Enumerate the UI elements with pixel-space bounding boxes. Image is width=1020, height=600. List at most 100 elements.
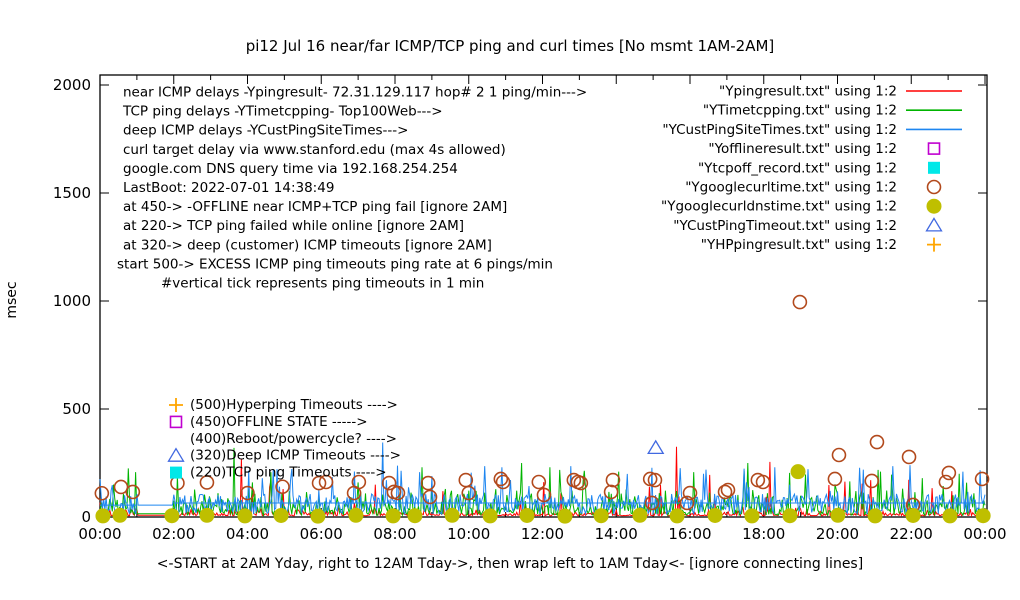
scatter-point-Ygooglecurltime.txt [536, 487, 552, 503]
legend-marker-open-circle [926, 179, 942, 195]
x-tick-label: 06:00 [300, 525, 343, 543]
scatter-point-Ygooglecurltime.txt [573, 475, 589, 491]
scatter-point-Ygooglecurldnstime.txt [905, 507, 921, 523]
info-line: start 500-> EXCESS ICMP ping timeouts pi… [117, 256, 553, 272]
scatter-point-Ygooglecurldnstime.txt [830, 507, 846, 523]
y-tick-label: 0 [81, 508, 91, 526]
y-tick-label: 500 [62, 400, 91, 418]
scatter-point-Ygooglecurltime.txt [755, 474, 771, 490]
info-line: google.com DNS query time via 192.168.25… [123, 161, 458, 177]
legend-label: "YTimetcpping.txt" using 1:2 [703, 103, 897, 119]
x-axis-label: <-START at 2AM Yday, right to 12AM Tday-… [156, 556, 864, 572]
scatter-point-Ygooglecurltime.txt [603, 484, 619, 500]
scatter-point-Ygooglecurldnstime.txt [942, 508, 958, 524]
info-line: #vertical tick represents ping timeouts … [161, 276, 484, 292]
annotation-text: (400)Reboot/powercycle? ----> [190, 431, 397, 447]
scatter-point-Ygooglecurltime.txt [901, 449, 917, 465]
annotation-text: (500)Hyperping Timeouts ----> [190, 397, 398, 413]
scatter-point-Ygooglecurltime.txt [941, 465, 957, 481]
scatter-point-Ygooglecurltime.txt [461, 485, 477, 501]
scatter-point-Ygooglecurltime.txt [458, 472, 474, 488]
scatter-point-Ygooglecurldnstime.txt [237, 508, 253, 524]
legend-label: "Yofflineresult.txt" using 1:2 [708, 141, 897, 157]
info-line: curl target delay via www.stanford.edu (… [123, 142, 506, 158]
chart-title: pi12 Jul 16 near/far ICMP/TCP ping and c… [245, 37, 775, 55]
scatter-point-Ygooglecurltime.txt [125, 484, 141, 500]
scatter-point-Ygooglecurldnstime.txt [348, 507, 364, 523]
x-tick-label: 10:00 [447, 525, 490, 543]
scatter-point-Ygooglecurltime.txt [199, 475, 215, 490]
scatter-point-Ygooglecurltime.txt [938, 474, 954, 490]
annotation-marker-open-triangle [167, 447, 185, 462]
scatter-point-Ygooglecurltime.txt [311, 475, 327, 491]
scatter-point-Ygooglecurltime.txt [679, 495, 695, 511]
x-tick-label: 00:00 [78, 525, 121, 543]
scatter-point-Ygooglecurltime.txt [94, 485, 110, 501]
scatter-point-Ygooglecurldnstime.txt [867, 508, 883, 524]
legend-marker-filled-square [928, 161, 940, 174]
scatter-point-Ygooglecurldnstime.txt [112, 507, 128, 523]
scatter-point-Ygooglecurltime.txt [831, 447, 847, 463]
scatter-point-Ygooglecurltime.txt [792, 294, 808, 310]
info-line: at 450-> -OFFLINE near ICMP+TCP ping fai… [123, 199, 507, 215]
legend-label: "Ygooglecurldnstime.txt" using 1:2 [661, 199, 897, 215]
annotation-marker-open-square [169, 415, 183, 429]
legend-marker-plus [927, 237, 941, 252]
scatter-point-Ygooglecurldnstime.txt [385, 508, 401, 524]
annotation-marker-filled-square [170, 466, 182, 479]
scatter-point-Ygooglecurltime.txt [390, 485, 406, 501]
scatter-point-Ygooglecurltime.txt [682, 485, 698, 501]
legend-marker-open-triangle [925, 217, 943, 232]
annotation-marker-plus [169, 398, 183, 412]
scatter-point-Ygooglecurltime.txt [869, 434, 885, 450]
scatter-point-Ygooglecurltime.txt [495, 474, 511, 490]
scatter-point-Ygooglecurldnstime.txt [519, 507, 535, 523]
scatter-point-Ygooglecurltime.txt [318, 474, 334, 490]
legend-label: "Ytcpoff_record.txt" using 1:2 [698, 160, 897, 176]
scatter-point-Ygooglecurltime.txt [531, 474, 547, 490]
scatter-point-Ygooglecurltime.txt [351, 474, 367, 490]
scatter-point-Ygooglecurldnstime.txt [669, 508, 685, 524]
legend-marker-filled-circle [926, 198, 942, 214]
scatter-point-Ygooglecurldnstime.txt [790, 464, 806, 480]
scatter-point-Ygooglecurldnstime.txt [164, 508, 180, 524]
info-line: at 220-> TCP ping failed while online [i… [123, 218, 464, 234]
legend-marker-open-square [927, 142, 941, 155]
scatter-point-YCustPingTimeout.txt [647, 439, 665, 455]
scatter-point-Ygooglecurldnstime.txt [199, 507, 215, 523]
annotation-text: (220)TCP ping Timeouts ----> [190, 465, 387, 481]
scatter-point-Ygooglecurldnstime.txt [975, 508, 991, 524]
info-line: deep ICMP delays -YCustPingSiteTimes---> [123, 123, 408, 139]
x-tick-label: 04:00 [226, 525, 269, 543]
scatter-point-Ygooglecurldnstime.txt [310, 508, 326, 524]
scatter-point-Ygooglecurldnstime.txt [95, 508, 111, 524]
legend-label: "YCustPingSiteTimes.txt" using 1:2 [662, 122, 897, 138]
legend-label: "Ypingresult.txt" using 1:2 [719, 84, 897, 100]
info-line: TCP ping delays -YTimetcpping- Top100Web… [122, 104, 443, 120]
scatter-point-Ygooglecurltime.txt [647, 472, 663, 488]
x-tick-label: 14:00 [595, 525, 638, 543]
scatter-point-Ygooglecurldnstime.txt [444, 507, 460, 523]
x-tick-label: 08:00 [373, 525, 416, 543]
scatter-point-Ygooglecurltime.txt [275, 479, 290, 495]
scatter-point-Ygooglecurltime.txt [605, 472, 621, 488]
scatter-point-Ygooglecurltime.txt [493, 471, 509, 487]
scatter-point-Ygooglecurldnstime.txt [557, 508, 573, 524]
x-tick-label: 22:00 [890, 525, 933, 543]
x-tick-label: 20:00 [816, 525, 859, 543]
info-line: near ICMP delays -Ypingresult- 72.31.129… [123, 85, 587, 101]
y-tick-label: 1500 [53, 184, 91, 202]
scatter-point-Ygooglecurldnstime.txt [482, 508, 498, 524]
annotation-text: (320)Deep ICMP Timeouts ----> [190, 448, 401, 464]
scatter-point-Ygooglecurltime.txt [420, 475, 436, 491]
scatter-point-Ygooglecurltime.txt [974, 471, 990, 487]
x-tick-label: 18:00 [742, 525, 785, 543]
info-line: LastBoot: 2022-07-01 14:38:49 [123, 180, 334, 196]
scatter-point-Ygooglecurltime.txt [644, 495, 660, 511]
y-tick-label: 1000 [53, 292, 91, 310]
scatter-point-Ygooglecurldnstime.txt [273, 507, 289, 523]
scatter-point-Ygooglecurldnstime.txt [632, 507, 648, 523]
scatter-point-Ygooglecurltime.txt [864, 473, 880, 489]
info-line: at 320-> deep (customer) ICMP timeouts [… [123, 237, 492, 253]
